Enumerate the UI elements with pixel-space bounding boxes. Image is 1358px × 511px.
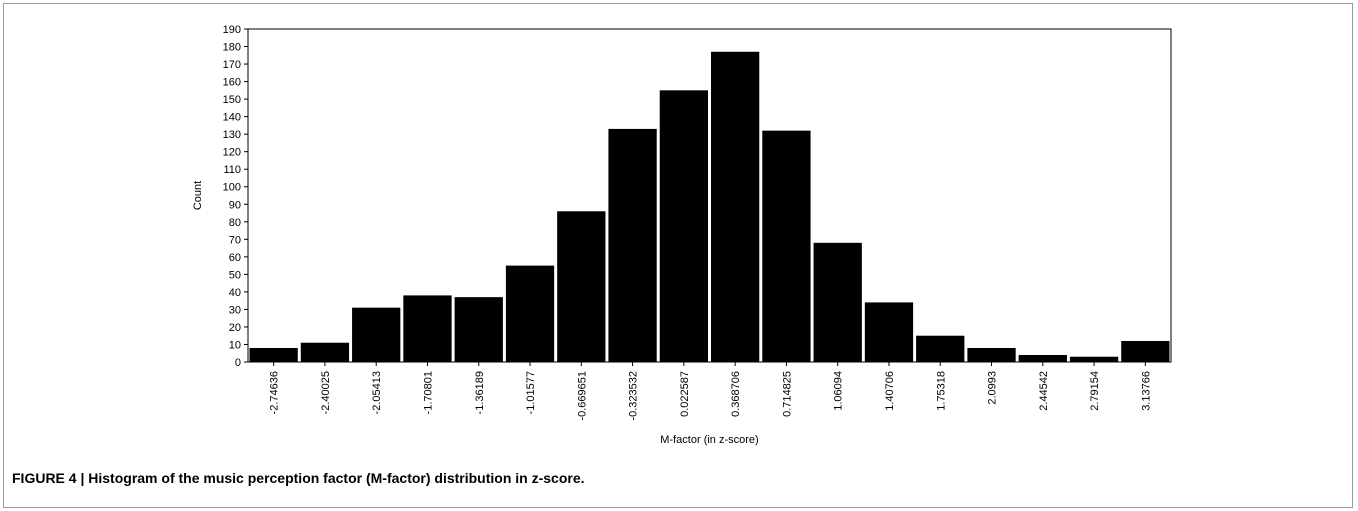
- x-tick-label: 2.44542: [1038, 371, 1050, 411]
- y-tick-label: 60: [229, 252, 241, 264]
- x-tick-label: -2.40025: [320, 371, 332, 414]
- y-tick-label: 80: [229, 217, 241, 229]
- x-tick-label: 2.0993: [987, 371, 999, 405]
- bar: [505, 265, 555, 362]
- bar: [864, 302, 914, 362]
- x-tick-label: -0.669651: [576, 371, 588, 421]
- y-tick-label: 100: [223, 182, 241, 194]
- x-tick-label: -2.05413: [371, 371, 383, 414]
- y-tick-label: 0: [235, 357, 241, 369]
- bar: [300, 342, 350, 362]
- y-tick-label: 20: [229, 322, 241, 334]
- y-tick-label: 40: [229, 287, 241, 299]
- bar: [249, 347, 298, 362]
- x-axis-title: M-factor (in z-score): [660, 434, 758, 446]
- y-tick-label: 30: [229, 304, 241, 316]
- y-tick-label: 110: [223, 164, 241, 176]
- figure-caption: FIGURE 4 | Histogram of the music percep…: [12, 470, 585, 486]
- bar: [967, 347, 1016, 362]
- bar: [1069, 356, 1119, 362]
- y-tick-label: 150: [223, 94, 241, 106]
- bar: [403, 295, 452, 362]
- y-tick-label: 180: [223, 42, 241, 54]
- x-tick-label: -1.01577: [525, 371, 537, 414]
- x-axis: -2.74636 -2.40025 -2.05413 -1.70801 -1.36189…: [269, 362, 1152, 421]
- x-tick-label: 1.40706: [884, 371, 896, 411]
- bar: [762, 130, 811, 362]
- plot-area: [247, 28, 1172, 363]
- bar: [813, 242, 862, 362]
- x-tick-label: 2.79154: [1089, 371, 1101, 411]
- bar: [711, 51, 760, 362]
- bar: [916, 335, 965, 362]
- y-tick-label: 10: [229, 339, 241, 351]
- y-tick-label: 190: [223, 24, 241, 36]
- bar: [1121, 340, 1170, 362]
- bars-group: [249, 51, 1170, 362]
- x-tick-label: 0.714825: [781, 371, 793, 417]
- x-tick-label: 1.06094: [833, 371, 845, 411]
- y-tick-label: 90: [229, 199, 241, 211]
- x-tick-label: -0.323532: [628, 371, 640, 421]
- x-tick-label: 3.13766: [1140, 371, 1152, 411]
- bar: [659, 90, 708, 362]
- x-tick-label: -1.70801: [422, 371, 434, 414]
- bar: [1018, 354, 1067, 362]
- bar: [608, 128, 657, 362]
- bar: [352, 307, 401, 362]
- bar: [557, 211, 606, 362]
- x-tick-label: 0.368706: [730, 371, 742, 417]
- bar: [454, 297, 503, 362]
- y-tick-label: 160: [223, 77, 241, 89]
- y-tick-label: 50: [229, 269, 241, 281]
- y-tick-label: 140: [223, 112, 241, 124]
- x-tick-label: -2.74636: [269, 371, 281, 414]
- y-tick-label: 70: [229, 234, 241, 246]
- y-axis-title: Count: [192, 181, 204, 210]
- x-tick-label: 1.75318: [935, 371, 947, 411]
- y-tick-label: 130: [223, 129, 241, 141]
- y-tick-label: 170: [223, 59, 241, 71]
- y-axis: 0 10 20 30 40 50 60 70 80 90 100 110 120 130 140 150 160…: [223, 24, 248, 369]
- x-tick-label: 0.022587: [679, 371, 691, 417]
- y-tick-label: 120: [223, 147, 241, 159]
- x-tick-label: -1.36189: [474, 371, 486, 414]
